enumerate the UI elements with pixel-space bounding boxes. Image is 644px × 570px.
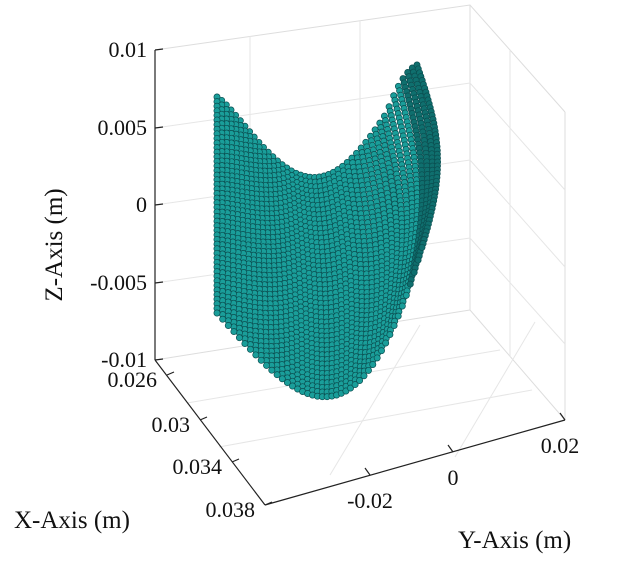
surface-point (213, 309, 221, 317)
x-axis-label: X-Axis (m) (14, 507, 130, 534)
surface-point (289, 382, 296, 390)
y-tick-label: 0 (448, 465, 459, 490)
y-axis-line (264, 419, 566, 506)
x-tick-label: 0.034 (173, 454, 223, 479)
surface-point (273, 371, 281, 379)
surface-point (268, 366, 276, 374)
surface-point (257, 356, 265, 364)
z-tick-label: 0 (136, 192, 147, 217)
y-axis-label: Y-Axis (m) (458, 527, 571, 554)
floor-back-edge (469, 309, 566, 421)
surface-point (241, 340, 249, 348)
surface-point (390, 322, 398, 330)
surface-point (418, 243, 426, 251)
z-axis-label: Z-Axis (m) (41, 188, 68, 301)
surface-point (386, 331, 394, 339)
z-axis-ticks: 0.01 0.005 0 -0.005 -0.01 (90, 37, 164, 372)
surface-point (382, 339, 390, 347)
y-tick-mark (559, 412, 566, 421)
z-tick-mark (154, 203, 164, 206)
grid-z-0.005 (154, 82, 566, 191)
z-tick-label: -0.01 (101, 347, 147, 372)
surface-point (347, 384, 354, 392)
surface-point (219, 315, 227, 323)
x-tick-mark (264, 501, 273, 506)
surface-point (394, 312, 402, 320)
x-tick-mark (199, 416, 208, 421)
surface-point (230, 328, 238, 336)
surface-point (398, 302, 406, 310)
surface-point (406, 280, 414, 288)
surface-point (235, 334, 243, 342)
surface-point (378, 347, 385, 355)
z-tick-mark (154, 48, 164, 51)
z-tick-label: 0.005 (98, 115, 148, 140)
surface-point (356, 377, 364, 384)
x-tick-mark (231, 458, 240, 463)
surface-markers (213, 61, 442, 401)
x-tick-mark (166, 371, 175, 376)
surface-point (252, 351, 260, 359)
floor-grid-3 (329, 324, 421, 476)
surface-point (365, 366, 372, 374)
surface-point (410, 268, 418, 276)
surface-point (402, 291, 410, 299)
x-tick-label: 0.038 (206, 497, 256, 522)
surface-point (373, 354, 381, 362)
y-tick-mark (447, 444, 454, 453)
surface-point (263, 361, 270, 369)
z-tick-mark (154, 358, 164, 361)
surface-point (224, 322, 232, 329)
y-tick-label: -0.02 (347, 488, 393, 513)
z-tick-label: -0.005 (90, 270, 147, 295)
floor-grid-4 (454, 321, 536, 458)
surface-point (278, 375, 286, 383)
floor-grid-2 (218, 389, 533, 448)
x-tick-label: 0.026 (108, 367, 158, 392)
y-axis-ticks: -0.02 0 0.02 (347, 412, 580, 513)
surface-point (360, 372, 368, 380)
z-tick-mark (154, 281, 164, 284)
x-axis-line (154, 359, 266, 506)
z-tick-mark (154, 126, 164, 129)
surface-point (369, 361, 377, 368)
surface-point (351, 381, 359, 389)
y-tick-label: 0.02 (541, 433, 580, 458)
x-tick-label: 0.03 (152, 412, 191, 437)
x-axis-ticks: 0.026 0.03 0.034 0.038 (108, 367, 273, 522)
surface-point (414, 256, 422, 264)
y-tick-mark (364, 467, 371, 476)
surface-point (283, 379, 291, 387)
surface-point (246, 345, 254, 353)
z-tick-label: 0.01 (109, 37, 148, 62)
